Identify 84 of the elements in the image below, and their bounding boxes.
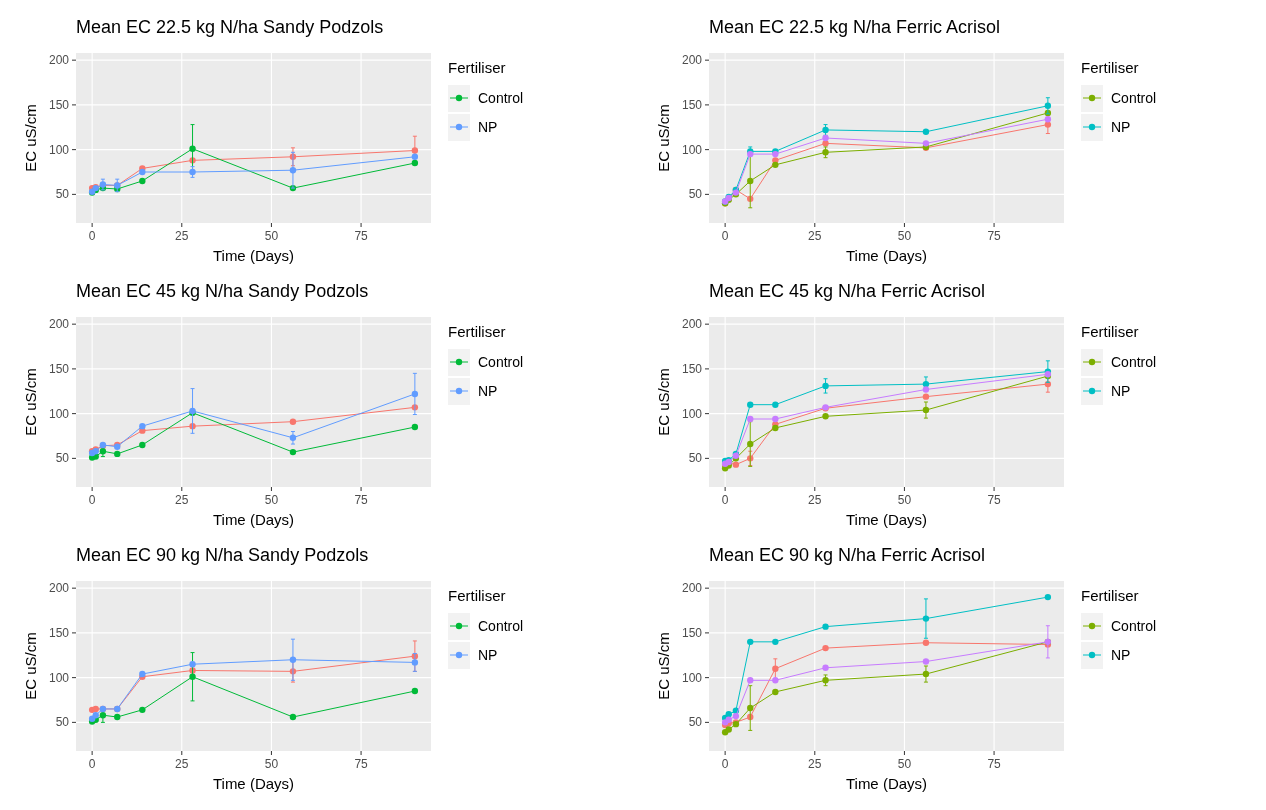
y-tick-label: 100 <box>681 142 703 157</box>
legend-label: NP <box>1111 647 1131 663</box>
y-axis-title: EC uS/cm <box>22 104 39 172</box>
legend-title: Fertiliser <box>1081 59 1139 76</box>
y-tick-label: 50 <box>55 715 70 730</box>
legend-title: Fertiliser <box>448 323 506 340</box>
chart-title: Mean EC 45 kg N/ha Ferric Acrisol <box>709 281 986 301</box>
x-axis-title: Time (Days) <box>212 775 295 792</box>
chart-title: Mean EC 22.5 kg N/ha Sandy Podzols <box>76 17 384 37</box>
x-tick-label: 75 <box>987 493 1002 507</box>
legend-label: NP <box>1111 119 1131 135</box>
x-tick-label: 0 <box>88 493 96 507</box>
x-axis-title: Time (Days) <box>212 247 295 264</box>
y-tick-label: 50 <box>688 187 703 202</box>
x-tick-label: 75 <box>354 493 369 507</box>
x-tick-label: 50 <box>897 229 912 243</box>
y-tick-label: 200 <box>48 317 70 332</box>
y-tick-label: 100 <box>48 670 70 685</box>
x-tick-label: 0 <box>721 757 729 771</box>
chart-title: Mean EC 90 kg N/ha Sandy Podzols <box>76 545 369 565</box>
y-tick-label: 100 <box>681 670 703 685</box>
y-tick-label: 200 <box>48 53 70 68</box>
x-tick-label: 75 <box>987 757 1002 771</box>
y-tick-label: 150 <box>48 97 70 112</box>
x-axis-title: Time (Days) <box>845 247 928 264</box>
y-tick-label: 150 <box>48 625 70 640</box>
y-tick-label: 150 <box>681 625 703 640</box>
legend-title: Fertiliser <box>448 587 506 604</box>
x-tick-label: 0 <box>88 229 96 243</box>
legend-label: Control <box>478 618 524 634</box>
y-tick-label: 100 <box>48 406 70 421</box>
legend-label: Control <box>1111 618 1157 634</box>
x-tick-label: 50 <box>264 757 279 771</box>
chart-title: Mean EC 90 kg N/ha Ferric Acrisol <box>709 545 986 565</box>
x-tick-label: 50 <box>264 493 279 507</box>
x-tick-label: 25 <box>175 229 189 243</box>
legend-label: Control <box>1111 90 1157 106</box>
y-tick-label: 200 <box>48 581 70 596</box>
y-axis-title: EC uS/cm <box>655 368 672 436</box>
legend-label: Control <box>478 90 524 106</box>
x-tick-label: 25 <box>808 229 822 243</box>
x-tick-label: 0 <box>721 229 729 243</box>
x-tick-label: 75 <box>987 229 1002 243</box>
legend-label: Control <box>1111 354 1157 370</box>
y-tick-label: 200 <box>681 317 703 332</box>
chart-title: Mean EC 22.5 kg N/ha Ferric Acrisol <box>709 17 1001 37</box>
y-axis-title: EC uS/cm <box>655 104 672 172</box>
y-tick-label: 100 <box>48 142 70 157</box>
x-tick-label: 50 <box>264 229 279 243</box>
legend-title: Fertiliser <box>448 59 506 76</box>
legend-label: NP <box>1111 383 1131 399</box>
y-tick-label: 150 <box>48 361 70 376</box>
x-tick-label: 0 <box>721 493 729 507</box>
x-tick-label: 25 <box>808 493 822 507</box>
x-axis-title: Time (Days) <box>845 511 928 528</box>
legend-label: NP <box>478 647 498 663</box>
chart-title: Mean EC 45 kg N/ha Sandy Podzols <box>76 281 369 301</box>
x-tick-label: 75 <box>354 229 369 243</box>
y-tick-label: 50 <box>55 451 70 466</box>
y-tick-label: 150 <box>681 361 703 376</box>
legend-title: Fertiliser <box>1081 587 1139 604</box>
x-tick-label: 25 <box>808 757 822 771</box>
x-tick-label: 0 <box>88 757 96 771</box>
legend-title: Fertiliser <box>1081 323 1139 340</box>
y-tick-label: 50 <box>688 715 703 730</box>
x-tick-label: 25 <box>175 757 189 771</box>
x-tick-label: 75 <box>354 757 369 771</box>
y-tick-label: 200 <box>681 53 703 68</box>
legend-label: Control <box>478 354 524 370</box>
x-tick-label: 25 <box>175 493 189 507</box>
y-tick-label: 200 <box>681 581 703 596</box>
y-tick-label: 50 <box>688 451 703 466</box>
y-axis-title: EC uS/cm <box>22 368 39 436</box>
legend-label: NP <box>478 383 498 399</box>
y-tick-label: 50 <box>55 187 70 202</box>
y-tick-label: 150 <box>681 97 703 112</box>
x-tick-label: 50 <box>897 757 912 771</box>
y-tick-label: 100 <box>681 406 703 421</box>
x-axis-title: Time (Days) <box>845 775 928 792</box>
legend-label: NP <box>478 119 498 135</box>
x-axis-title: Time (Days) <box>212 511 295 528</box>
y-axis-title: EC uS/cm <box>655 632 672 700</box>
y-axis-title: EC uS/cm <box>22 632 39 700</box>
x-tick-label: 50 <box>897 493 912 507</box>
